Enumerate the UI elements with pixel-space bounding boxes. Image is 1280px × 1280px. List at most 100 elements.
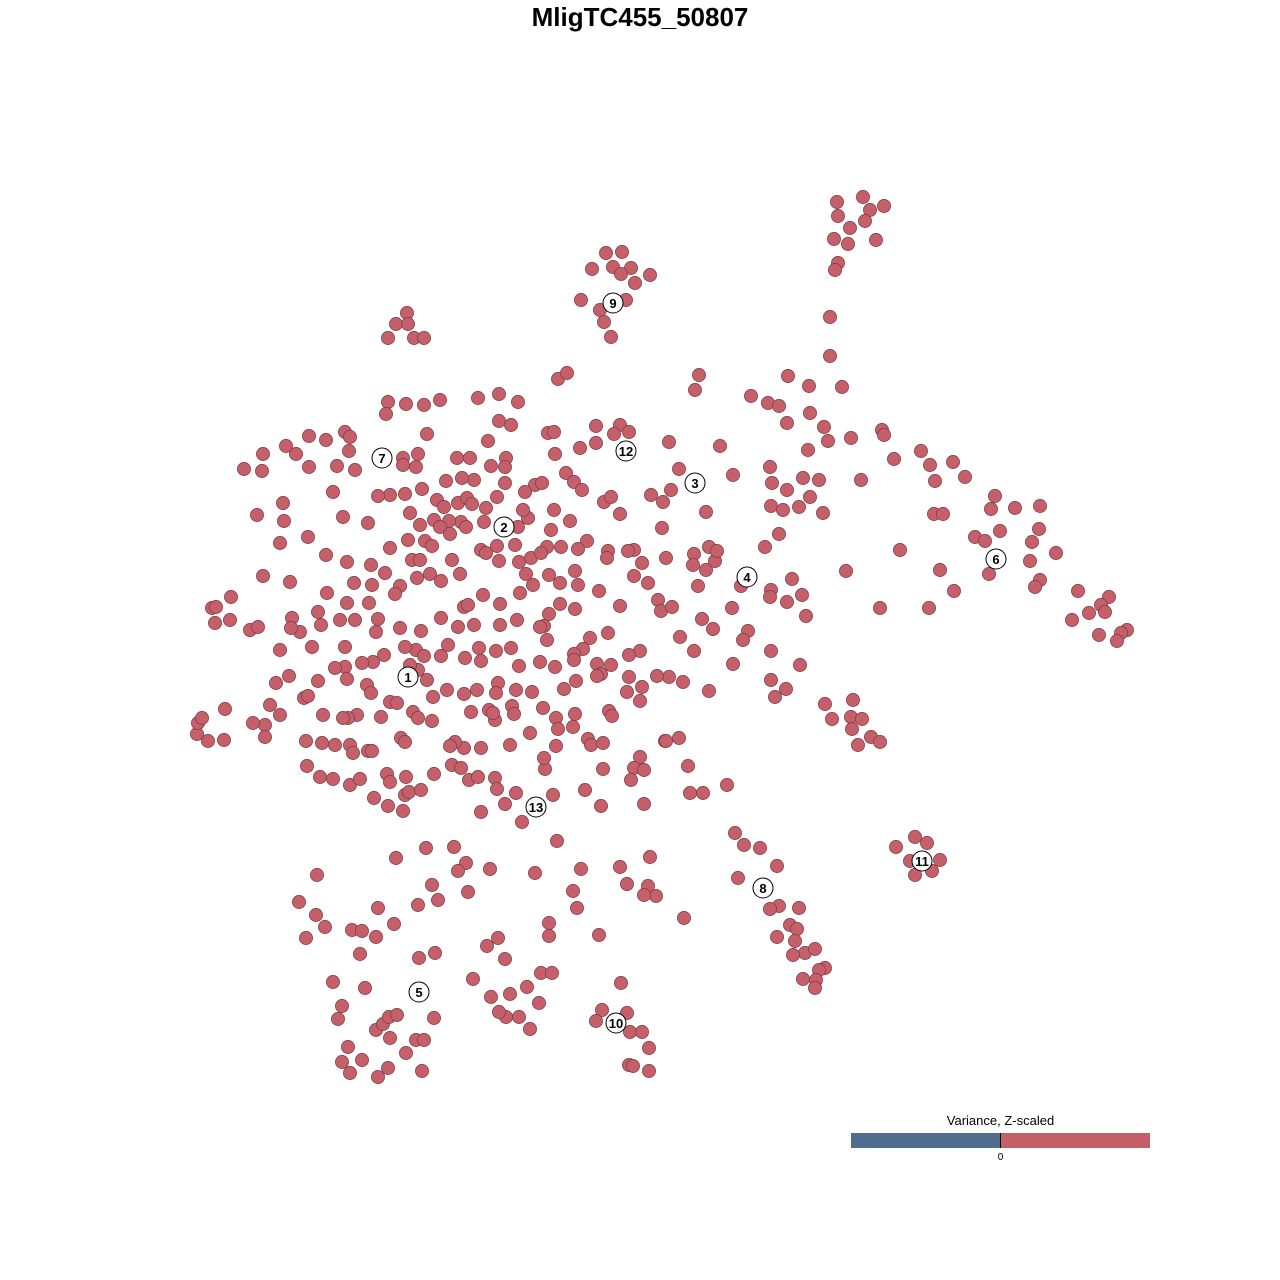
legend-tick-label: 0	[997, 1152, 1004, 1163]
data-point	[498, 797, 512, 811]
data-point	[353, 947, 367, 961]
data-point	[571, 542, 585, 556]
data-point	[574, 293, 588, 307]
legend-low-segment	[851, 1133, 1001, 1148]
data-point	[331, 1012, 345, 1026]
data-point	[622, 648, 636, 662]
data-point	[484, 990, 498, 1004]
data-point	[765, 476, 779, 490]
data-point	[643, 268, 657, 282]
data-point	[420, 673, 434, 687]
data-point	[825, 712, 839, 726]
data-point	[790, 922, 804, 936]
data-point	[851, 738, 865, 752]
data-point	[821, 434, 835, 448]
data-point	[401, 317, 415, 331]
data-point	[635, 1025, 649, 1039]
data-point	[533, 655, 547, 669]
data-point	[489, 644, 503, 658]
data-point	[569, 674, 583, 688]
data-point	[341, 1040, 355, 1054]
data-point	[877, 428, 891, 442]
data-point	[300, 759, 314, 773]
cluster-label-text: 11	[915, 854, 929, 869]
data-point	[637, 797, 651, 811]
data-point	[566, 720, 580, 734]
data-point	[326, 772, 340, 786]
data-point	[447, 840, 461, 854]
data-point	[326, 485, 340, 499]
data-point	[788, 934, 802, 948]
data-point	[353, 772, 367, 786]
cluster-label-badge	[525, 796, 547, 818]
data-point	[889, 840, 903, 854]
data-point	[781, 369, 795, 383]
cluster-label-text: 7	[378, 451, 385, 466]
data-point	[342, 444, 356, 458]
data-point	[437, 500, 451, 514]
data-point	[726, 468, 740, 482]
data-point	[726, 657, 740, 671]
data-point	[580, 534, 594, 548]
cluster-label-text: 4	[743, 570, 751, 585]
data-point	[770, 930, 784, 944]
data-point	[453, 567, 467, 581]
data-point	[779, 682, 793, 696]
cluster-label-text: 5	[415, 985, 422, 1000]
data-point	[355, 1053, 369, 1067]
data-point	[592, 584, 606, 598]
data-point	[340, 555, 354, 569]
data-point	[635, 556, 649, 570]
data-point	[828, 263, 842, 277]
data-point	[642, 1064, 656, 1078]
data-point	[592, 928, 606, 942]
data-point	[596, 736, 610, 750]
data-point	[753, 841, 767, 855]
data-point	[508, 538, 522, 552]
data-point	[479, 546, 493, 560]
data-point	[873, 601, 887, 615]
data-point	[923, 458, 937, 472]
data-point	[217, 733, 231, 747]
data-point	[399, 397, 413, 411]
data-point	[621, 544, 635, 558]
data-point	[780, 416, 794, 430]
data-point	[489, 686, 503, 700]
data-point	[305, 640, 319, 654]
data-point	[338, 640, 352, 654]
cluster-label-text: 13	[529, 800, 543, 815]
data-point	[699, 563, 713, 577]
data-point	[600, 551, 614, 565]
data-point	[365, 744, 379, 758]
data-point	[358, 981, 372, 995]
data-point	[843, 221, 857, 235]
data-point	[613, 507, 627, 521]
data-point	[313, 770, 327, 784]
data-point	[423, 567, 437, 581]
data-point	[795, 588, 809, 602]
data-point	[369, 930, 383, 944]
data-point	[255, 464, 269, 478]
cluster-label-text: 1	[404, 670, 411, 685]
data-point	[563, 514, 577, 528]
data-point	[785, 572, 799, 586]
data-point	[683, 786, 697, 800]
data-point	[504, 418, 518, 432]
data-point	[845, 722, 859, 736]
data-point	[289, 447, 303, 461]
data-point	[525, 685, 539, 699]
data-point	[780, 483, 794, 497]
data-point	[614, 976, 628, 990]
data-point	[218, 702, 232, 716]
data-point	[428, 946, 442, 960]
data-point	[763, 460, 777, 474]
data-point	[509, 786, 523, 800]
data-point	[433, 520, 447, 534]
data-point	[772, 527, 786, 541]
data-point	[455, 471, 469, 485]
data-point	[650, 669, 664, 683]
data-point	[389, 851, 403, 865]
data-point	[547, 425, 561, 439]
data-point	[672, 731, 686, 745]
data-point	[387, 917, 401, 931]
